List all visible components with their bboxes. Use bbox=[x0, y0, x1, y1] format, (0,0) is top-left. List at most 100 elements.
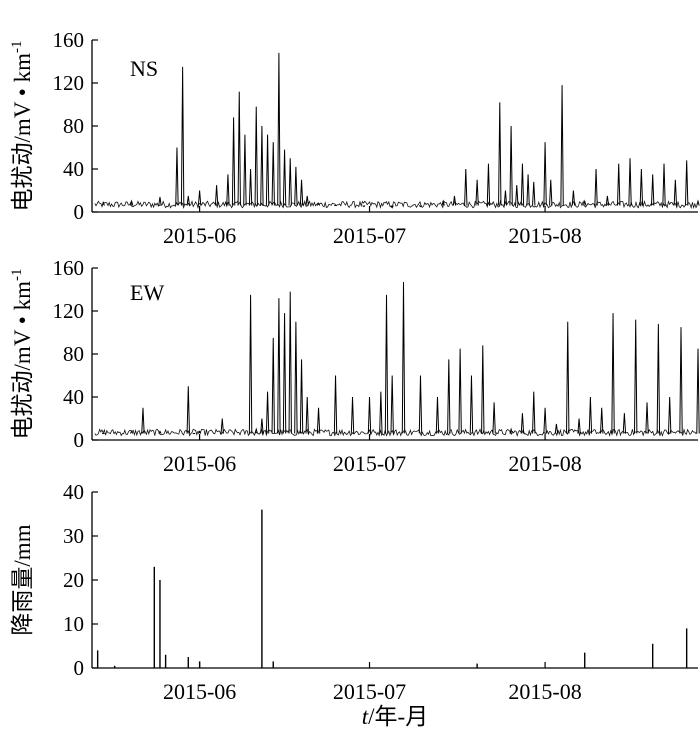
y-tick-label: 20 bbox=[63, 568, 84, 592]
data-point bbox=[475, 179, 479, 206]
data-point bbox=[214, 185, 219, 206]
data-point bbox=[288, 291, 292, 434]
x-tick-label: 2015-06 bbox=[163, 223, 236, 248]
y-tick-label: 40 bbox=[63, 385, 84, 409]
y-tick-label: 80 bbox=[63, 342, 84, 366]
data-point bbox=[271, 337, 275, 434]
data-point bbox=[566, 321, 570, 434]
data-point bbox=[594, 168, 598, 206]
x-tick-label: 2015-07 bbox=[333, 679, 406, 704]
data-point bbox=[679, 327, 683, 434]
panel-2: 0 40 80 120 160 2015-06 2015-07 2015-08 电扰动/mV •… bbox=[9, 256, 700, 476]
data-point bbox=[260, 125, 264, 206]
data-point bbox=[350, 396, 355, 434]
y-tick-label: 0 bbox=[74, 656, 85, 680]
data-point bbox=[271, 142, 275, 206]
data-point bbox=[515, 185, 519, 206]
panel-annotation: NS bbox=[130, 56, 158, 81]
data-point bbox=[673, 179, 678, 206]
y-tick-label: 160 bbox=[53, 256, 85, 280]
data-point bbox=[248, 294, 253, 434]
data-point bbox=[254, 106, 258, 206]
data-point bbox=[129, 199, 134, 206]
background-trace bbox=[94, 428, 698, 437]
data-point bbox=[458, 348, 462, 434]
data-point bbox=[684, 160, 689, 206]
data-point bbox=[583, 199, 587, 206]
x-tick-label: 2015-06 bbox=[163, 679, 236, 704]
data-point bbox=[634, 319, 638, 434]
y-axis-label: 电扰动/mV • km-1 bbox=[9, 41, 35, 212]
data-point bbox=[158, 196, 162, 206]
data-point bbox=[180, 66, 185, 206]
data-point bbox=[294, 166, 298, 206]
data-point bbox=[696, 348, 700, 434]
data-point bbox=[639, 168, 644, 206]
data-point bbox=[175, 147, 179, 206]
data-point bbox=[526, 174, 530, 206]
data-point bbox=[158, 430, 162, 434]
data-point bbox=[696, 199, 700, 206]
data-point bbox=[441, 199, 445, 206]
data-point bbox=[418, 375, 423, 434]
data-point bbox=[226, 174, 230, 206]
data-point bbox=[481, 345, 485, 434]
data-point bbox=[197, 190, 202, 206]
data-point bbox=[141, 407, 145, 434]
data-point bbox=[288, 158, 292, 206]
y-tick-label: 10 bbox=[63, 612, 84, 636]
data-point bbox=[498, 102, 502, 206]
data-point bbox=[464, 168, 468, 206]
data-point bbox=[605, 195, 610, 206]
y-axis-label: 降雨量/mm bbox=[10, 524, 35, 635]
data-point bbox=[611, 313, 615, 434]
data-point bbox=[305, 195, 309, 206]
data-point bbox=[617, 163, 621, 206]
y-tick-label: 40 bbox=[63, 480, 84, 504]
data-point bbox=[650, 174, 655, 206]
data-point bbox=[101, 202, 105, 206]
data-point bbox=[577, 418, 581, 434]
data-point bbox=[294, 321, 298, 434]
data-point bbox=[277, 52, 281, 206]
data-point bbox=[265, 391, 270, 434]
data-point bbox=[600, 407, 604, 434]
data-point bbox=[260, 418, 264, 434]
data-point bbox=[418, 205, 423, 208]
data-point bbox=[299, 359, 304, 434]
data-point bbox=[384, 294, 389, 434]
y-tick-label: 120 bbox=[53, 71, 85, 95]
data-point bbox=[282, 149, 287, 206]
y-tick-label: 30 bbox=[63, 524, 84, 548]
data-point bbox=[492, 402, 496, 434]
data-point bbox=[554, 423, 559, 434]
data-point bbox=[277, 298, 281, 434]
data-point bbox=[560, 85, 564, 206]
data-point bbox=[390, 375, 394, 434]
data-point bbox=[186, 195, 190, 206]
panel-1: 0 40 80 120 160 2015-06 2015-07 2015-08 电扰动/mV •… bbox=[9, 28, 700, 248]
data-point bbox=[186, 386, 190, 434]
data-point bbox=[254, 427, 258, 434]
data-point bbox=[401, 281, 406, 434]
data-point bbox=[265, 134, 270, 206]
data-point bbox=[231, 117, 236, 206]
data-point bbox=[571, 190, 576, 206]
data-point bbox=[299, 179, 304, 206]
data-point bbox=[532, 391, 536, 434]
data-point bbox=[243, 134, 247, 206]
panel-annotation: EW bbox=[130, 280, 164, 305]
data-point bbox=[469, 375, 474, 434]
panel-3: 0 10 20 30 40 2015-06 2015-07 2015-08 降雨量/mm t/年-… bbox=[10, 480, 698, 729]
y-tick-label: 160 bbox=[53, 28, 85, 52]
y-tick-label: 40 bbox=[63, 157, 84, 181]
y-tick-label: 120 bbox=[53, 299, 85, 323]
data-point bbox=[656, 323, 661, 434]
x-tick-label: 2015-07 bbox=[333, 451, 406, 476]
data-point bbox=[452, 195, 457, 206]
data-point bbox=[543, 407, 547, 434]
data-point bbox=[333, 375, 338, 434]
data-point bbox=[435, 396, 440, 434]
data-point bbox=[282, 313, 287, 434]
